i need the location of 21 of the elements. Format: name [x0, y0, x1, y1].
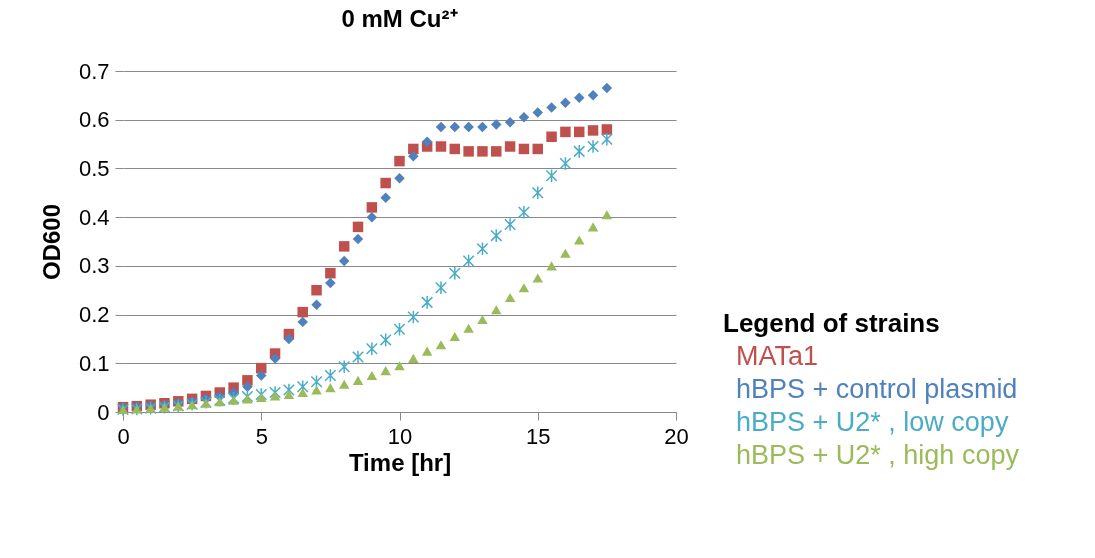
x-tick-label: 5 — [255, 423, 268, 449]
x-tick-label: 20 — [664, 423, 689, 449]
y-tick-label: 0.7 — [78, 58, 110, 84]
legend-title: Legend of strains — [723, 308, 940, 338]
x-tick-label: 10 — [387, 423, 413, 449]
text: hBPS + U2* , low copy — [736, 406, 1009, 437]
x-tick-label: 0 — [117, 423, 130, 449]
y-tick-label: 0.5 — [78, 155, 110, 181]
y-tick-label: 0 — [97, 399, 110, 425]
y-tick-label: 0.6 — [78, 107, 110, 133]
x-tick-label: 15 — [526, 423, 551, 449]
y-tick-label: 0.1 — [78, 350, 110, 376]
text: hBPS + control plasmid — [736, 373, 1018, 404]
x-axis-title: Time [hr] — [348, 448, 452, 476]
y-tick-label: 0.4 — [78, 204, 110, 230]
text: hBPS + U2* , high copy — [736, 439, 1020, 470]
y-tick-label: 0.3 — [78, 253, 110, 279]
y-tick-label: 0.2 — [78, 302, 110, 328]
chart-title: 0 mM Cu²⁺ — [341, 5, 458, 32]
y-axis-title: OD600 — [37, 203, 65, 281]
text: MATa1 — [736, 340, 819, 371]
